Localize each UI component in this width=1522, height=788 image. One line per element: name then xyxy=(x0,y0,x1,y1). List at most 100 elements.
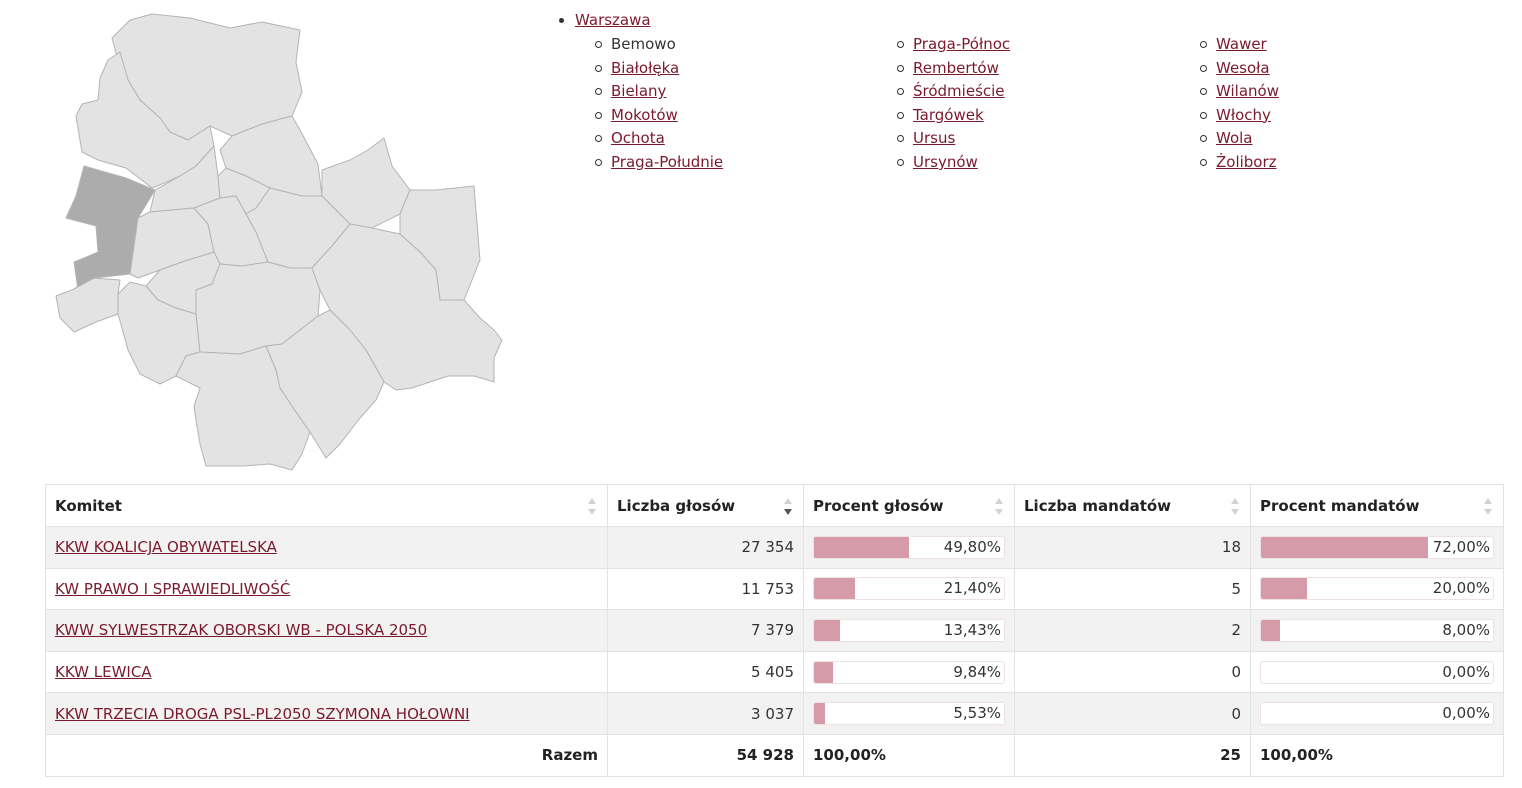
seat-percent-cell: 8,00% xyxy=(1250,609,1504,652)
district-link[interactable]: Praga-Południe xyxy=(611,152,724,171)
district-list-item: Praga-Południe xyxy=(595,151,723,175)
district-list-item: Śródmieście xyxy=(897,80,1010,104)
percent-bar-label: 21,40% xyxy=(943,579,1001,598)
district-column: Bemowo Białołęka Bielany Mokotów Ochota Praga… xyxy=(595,33,723,175)
seat-percent-cell: 72,00% xyxy=(1250,526,1504,569)
column-header-label: Liczba głosów xyxy=(617,496,736,515)
district-link[interactable]: Włochy xyxy=(1216,105,1271,124)
committee-link[interactable]: KKW LEWICA xyxy=(55,663,152,682)
district-navigation: Warszawa Bemowo Białołęka Bielany Mokotów Oc… xyxy=(553,9,1513,181)
column-header-label: Procent mandatów xyxy=(1260,496,1420,515)
percent-bar-label: 49,80% xyxy=(943,537,1001,556)
votes-cell: 7 379 xyxy=(607,609,804,652)
table-header-row: Komitet Liczba głosów Procent głosów Lic… xyxy=(45,484,1504,527)
district-list-item: Bielany xyxy=(595,80,723,104)
percent-bar-fill xyxy=(814,661,833,683)
district-link[interactable]: Rembertów xyxy=(913,58,999,77)
column-header-votes[interactable]: Liczba głosów xyxy=(607,484,804,527)
district-link[interactable]: Wola xyxy=(1216,129,1253,148)
percent-bar: 20,00% xyxy=(1260,577,1494,601)
table-row: KKW LEWICA 5 405 9,84% 0 0,00% xyxy=(45,650,1504,694)
totals-label: Razem xyxy=(45,733,608,777)
column-header-label: Komitet xyxy=(55,496,122,515)
percent-bar: 21,40% xyxy=(813,577,1005,601)
district-link[interactable]: Bielany xyxy=(611,82,667,101)
table-row: KKW KOALICJA OBYWATELSKA 27 354 49,80% 18 72… xyxy=(45,526,1504,569)
vote-percent-cell: 9,84% xyxy=(803,650,1015,694)
map-district-bemowo[interactable] xyxy=(65,165,156,291)
district-list-item: Rembertów xyxy=(897,57,1010,81)
district-list-item: Włochy xyxy=(1200,104,1279,128)
district-list-item: Wola xyxy=(1200,127,1279,151)
percent-bar-label: 0,00% xyxy=(1442,704,1490,723)
map-district-ursus[interactable] xyxy=(55,277,121,333)
percent-bar-fill xyxy=(814,619,840,641)
district-list-item: Ochota xyxy=(595,127,723,151)
district-list-item: Praga-Północ xyxy=(897,33,1010,57)
map-district-wilanow[interactable] xyxy=(265,309,385,459)
district-link[interactable]: Białołęka xyxy=(611,58,680,77)
committee-link[interactable]: KWW SYLWESTRZAK OBORSKI WB - POLSKA 2050 xyxy=(55,621,428,640)
sort-arrows-icon xyxy=(1484,498,1493,516)
votes-cell: 11 753 xyxy=(607,567,804,611)
district-link[interactable]: Wawer xyxy=(1216,35,1267,53)
percent-bar-label: 9,84% xyxy=(953,662,1001,681)
district-list-item: Mokotów xyxy=(595,104,723,128)
sort-arrows-icon xyxy=(1231,498,1240,516)
district-column: Wawer Wesoła Wilanów Włochy Wola Żoliborz xyxy=(1200,33,1279,175)
district-list-item: Targówek xyxy=(897,104,1010,128)
committee-cell: KKW LEWICA xyxy=(45,650,608,694)
vote-percent-cell: 49,80% xyxy=(803,526,1015,569)
committee-cell: KW PRAWO I SPRAWIEDLIWOŚĆ xyxy=(45,567,608,611)
district-link[interactable]: Wesoła xyxy=(1216,58,1270,77)
sort-arrows-icon xyxy=(588,498,597,516)
percent-bar-fill xyxy=(1261,619,1280,641)
district-link[interactable]: Mokotów xyxy=(611,105,678,124)
seats-cell: 18 xyxy=(1014,526,1251,569)
seats-cell: 5 xyxy=(1014,567,1251,611)
district-link[interactable]: Wilanów xyxy=(1216,82,1279,101)
totals-row: Razem 54 928 100,00% 25 100,00% xyxy=(45,733,1504,777)
district-link[interactable]: Żoliborz xyxy=(1216,152,1277,171)
vote-percent-cell: 13,43% xyxy=(803,609,1015,652)
votes-cell: 3 037 xyxy=(607,692,804,735)
sort-descending-icon xyxy=(784,498,793,516)
column-header-seat-percent[interactable]: Procent mandatów xyxy=(1250,484,1504,527)
percent-bar: 0,00% xyxy=(1260,702,1494,726)
district-link[interactable]: Śródmieście xyxy=(913,82,1005,101)
warsaw-district-map xyxy=(55,13,503,471)
district-list-item: Wilanów xyxy=(1200,80,1279,104)
district-link[interactable]: Ochota xyxy=(611,129,665,148)
committee-cell: KKW KOALICJA OBYWATELSKA xyxy=(45,526,608,569)
district-link[interactable]: Praga-Północ xyxy=(913,35,1011,53)
district-column: Praga-Północ Rembertów Śródmieście Targówek… xyxy=(897,33,1010,175)
seats-cell: 2 xyxy=(1014,609,1251,652)
committee-cell: KWW SYLWESTRZAK OBORSKI WB - POLSKA 2050 xyxy=(45,609,608,652)
percent-bar-fill xyxy=(814,703,825,725)
seat-percent-cell: 0,00% xyxy=(1250,692,1504,735)
percent-bar-fill xyxy=(1261,578,1308,600)
district-list-item: Żoliborz xyxy=(1200,151,1279,175)
table-row: KKW TRZECIA DROGA PSL-PL2050 SZYMONA HOŁ… xyxy=(45,692,1504,735)
column-header-vote-percent[interactable]: Procent głosów xyxy=(803,484,1015,527)
percent-bar: 5,53% xyxy=(813,702,1005,726)
totals-seat-percent: 100,00% xyxy=(1250,733,1504,777)
committee-link[interactable]: KKW KOALICJA OBYWATELSKA xyxy=(55,538,277,557)
committee-link[interactable]: KKW TRZECIA DROGA PSL-PL2050 SZYMONA HOŁ… xyxy=(55,704,470,723)
column-header-seats[interactable]: Liczba mandatów xyxy=(1014,484,1251,527)
map-district-bielany[interactable] xyxy=(75,51,215,189)
seats-cell: 0 xyxy=(1014,692,1251,735)
district-list-item: Wesoła xyxy=(1200,57,1279,81)
district-link[interactable]: Ursynów xyxy=(913,152,978,171)
district-link[interactable]: Ursus xyxy=(913,129,956,148)
committee-link[interactable]: KW PRAWO I SPRAWIEDLIWOŚĆ xyxy=(55,579,291,598)
percent-bar-label: 8,00% xyxy=(1442,620,1490,639)
district-columns: Bemowo Białołęka Bielany Mokotów Ochota Praga… xyxy=(553,31,1513,181)
column-header-committee[interactable]: Komitet xyxy=(45,484,608,527)
city-link-warszawa[interactable]: Warszawa xyxy=(575,11,651,29)
seats-cell: 0 xyxy=(1014,650,1251,694)
totals-vote-percent: 100,00% xyxy=(803,733,1015,777)
column-header-label: Liczba mandatów xyxy=(1024,496,1172,515)
district-link[interactable]: Targówek xyxy=(913,105,984,124)
percent-bar-label: 20,00% xyxy=(1432,579,1490,598)
